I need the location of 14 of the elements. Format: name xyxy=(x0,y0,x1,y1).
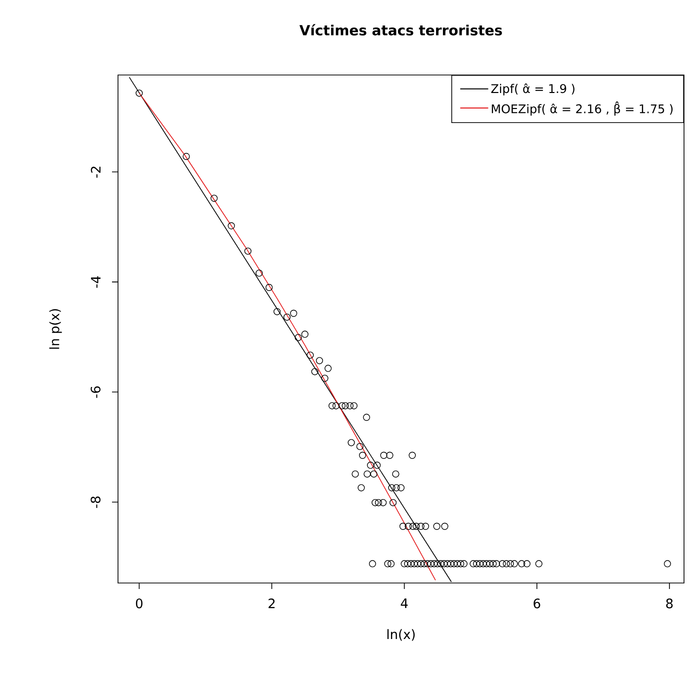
x-tick-label: 0 xyxy=(136,598,142,608)
y-tick-label: -8 xyxy=(90,496,100,508)
y-tick-label: -6 xyxy=(90,386,100,398)
x-tick-label: 8 xyxy=(666,598,673,608)
legend-label: Zipf( α̂ = 1.9 ) xyxy=(491,83,574,96)
x-tick-label: 6 xyxy=(534,598,540,608)
y-axis-title: ln p(x) xyxy=(49,309,62,349)
y-tick-label: -4 xyxy=(91,276,100,288)
x-axis-title: ln(x) xyxy=(387,629,415,641)
legend-label: MOEZipf( α̂ = 2.16 , β̂ = 1.75 ) xyxy=(492,101,673,116)
x-tick-label: 2 xyxy=(268,598,275,608)
y-tick-label: -2 xyxy=(90,166,100,178)
x-tick-label: 4 xyxy=(400,598,408,608)
chart-title: Víctimes atacs terroristes xyxy=(299,24,502,36)
